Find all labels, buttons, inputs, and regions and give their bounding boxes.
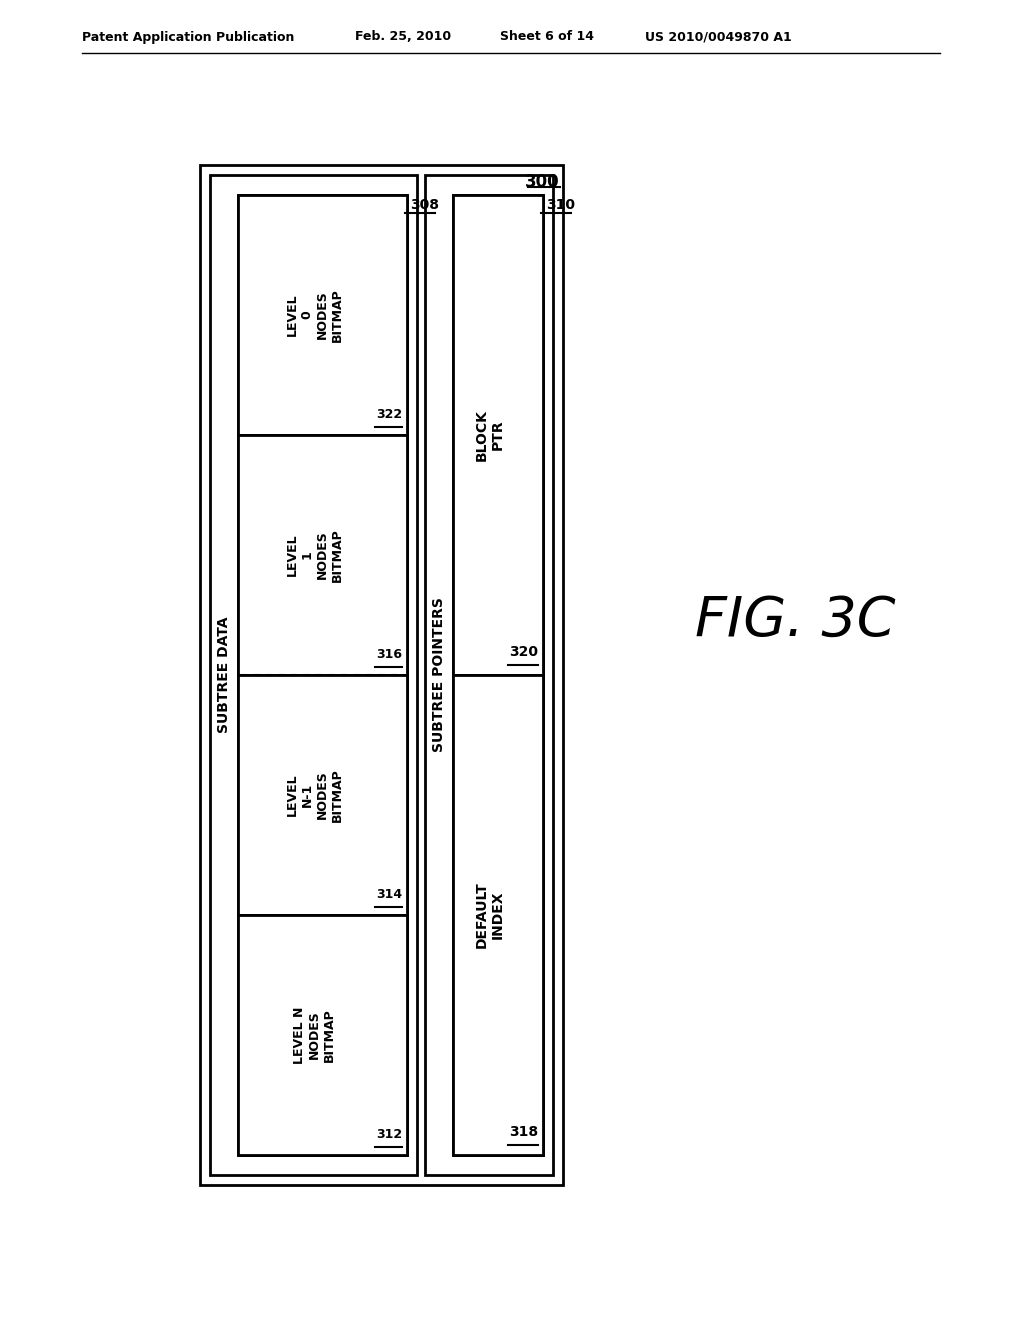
Text: Patent Application Publication: Patent Application Publication	[82, 30, 294, 44]
Text: US 2010/0049870 A1: US 2010/0049870 A1	[645, 30, 792, 44]
Text: SUBTREE DATA: SUBTREE DATA	[217, 616, 231, 733]
Text: 308: 308	[410, 198, 439, 213]
Text: LEVEL N
NODES
BITMAP: LEVEL N NODES BITMAP	[293, 1006, 336, 1064]
Bar	[238, 195, 407, 436]
Bar	[453, 195, 543, 675]
Text: BLOCK
PTR: BLOCK PTR	[475, 409, 505, 461]
Text: 300: 300	[525, 173, 560, 191]
Bar	[238, 675, 407, 915]
Text: 318: 318	[509, 1125, 538, 1139]
Text: Feb. 25, 2010: Feb. 25, 2010	[355, 30, 452, 44]
Bar	[425, 176, 553, 1175]
Bar	[453, 675, 543, 1155]
Text: LEVEL
0
NODES
BITMAP: LEVEL 0 NODES BITMAP	[286, 288, 343, 342]
Text: 314: 314	[376, 888, 402, 902]
Text: Sheet 6 of 14: Sheet 6 of 14	[500, 30, 594, 44]
Text: 316: 316	[376, 648, 402, 661]
Bar	[238, 195, 407, 1155]
Text: 322: 322	[376, 408, 402, 421]
Bar	[453, 195, 543, 1155]
Text: FIG. 3C: FIG. 3C	[695, 594, 896, 647]
Text: SUBTREE POINTERS: SUBTREE POINTERS	[432, 598, 446, 752]
Text: 320: 320	[509, 645, 538, 659]
Text: 312: 312	[376, 1129, 402, 1140]
Bar	[238, 436, 407, 675]
Text: 310: 310	[546, 198, 575, 213]
Bar	[200, 165, 563, 1185]
Text: LEVEL
N-1
NODES
BITMAP: LEVEL N-1 NODES BITMAP	[286, 768, 343, 822]
Text: DEFAULT
INDEX: DEFAULT INDEX	[475, 882, 505, 948]
Bar	[210, 176, 417, 1175]
Text: LEVEL
1
NODES
BITMAP: LEVEL 1 NODES BITMAP	[286, 528, 343, 582]
Bar	[238, 915, 407, 1155]
